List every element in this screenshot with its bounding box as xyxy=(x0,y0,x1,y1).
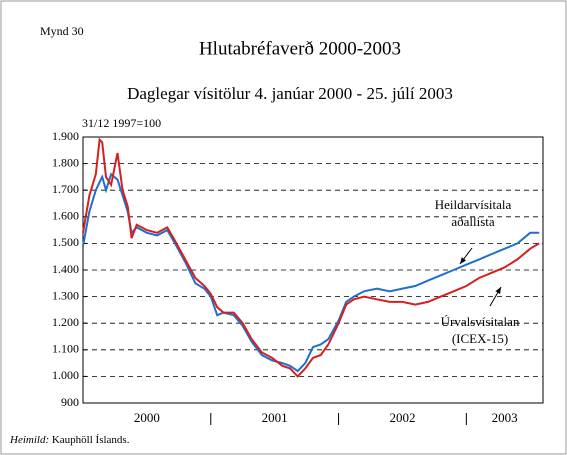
series-line xyxy=(82,137,540,378)
x-tick-label: 2002 xyxy=(389,410,415,425)
y-axis-label: 31/12 1997=100 xyxy=(82,116,161,130)
source-label: Heimild: xyxy=(9,434,49,446)
x-tick-label: 2003 xyxy=(492,410,518,425)
source: Heimild: Kauphöll Íslands. xyxy=(9,434,130,446)
source-text: Kauphöll Íslands. xyxy=(52,434,130,446)
x-tick-label: 2001 xyxy=(262,410,288,425)
y-tick-label: 1.800 xyxy=(52,155,79,169)
annotation: Heildarvísitala xyxy=(435,197,512,212)
y-tick-label: 1.300 xyxy=(52,288,79,302)
y-tick-label: 900 xyxy=(61,395,79,409)
chart-title: Hlutabréfaverð 2000-2003 xyxy=(199,38,401,59)
annotation: (ICEX-15) xyxy=(452,331,508,346)
y-tick-label: 1.200 xyxy=(52,315,79,329)
y-tick-label: 1.900 xyxy=(52,129,79,143)
y-tick-label: 1.700 xyxy=(52,182,79,196)
x-tick-label: 2000 xyxy=(134,410,160,425)
series-line xyxy=(82,172,540,373)
figure-label: Mynd 30 xyxy=(40,24,84,38)
arrow-head xyxy=(460,257,467,264)
annotation: aðallista xyxy=(451,214,495,229)
annotation: Úrvalsvísitalan xyxy=(441,314,520,329)
chart-subtitle: Daglegar vísitölur 4. janúar 2000 - 25. … xyxy=(127,84,453,103)
y-tick-label: 1.400 xyxy=(52,262,79,276)
arrow-head xyxy=(495,287,501,294)
y-tick-label: 1.100 xyxy=(52,342,79,356)
y-tick-label: 1.500 xyxy=(52,235,79,249)
y-tick-label: 1.600 xyxy=(52,209,79,223)
y-tick-label: 1.000 xyxy=(52,368,79,382)
